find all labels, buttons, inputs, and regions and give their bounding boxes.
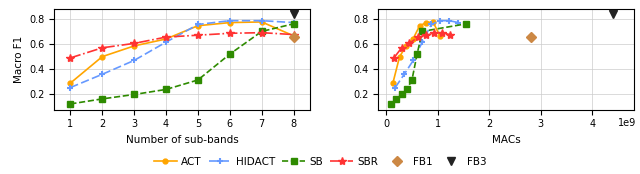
HIDACT	[428, 23, 435, 26]
HIDACT	[436, 20, 444, 22]
Line: HIDACT: HIDACT	[67, 17, 297, 91]
ACT	[429, 21, 437, 23]
HIDACT	[131, 59, 138, 61]
ACT	[67, 82, 74, 84]
HIDACT	[194, 23, 202, 26]
SB	[131, 93, 138, 96]
SBR	[398, 47, 406, 49]
SBR	[422, 34, 430, 36]
Line: ACT: ACT	[68, 19, 296, 86]
SB	[413, 53, 421, 55]
SBR	[430, 32, 438, 34]
Line: ACT: ACT	[390, 19, 442, 86]
ACT	[409, 38, 417, 40]
Line: SBR: SBR	[390, 29, 454, 62]
SBR	[390, 57, 397, 59]
HIDACT	[67, 86, 74, 89]
HIDACT	[99, 73, 106, 75]
SB	[67, 103, 74, 105]
SB	[99, 98, 106, 100]
SB	[398, 93, 406, 96]
SB	[290, 23, 298, 25]
ACT	[162, 38, 170, 40]
SB	[393, 98, 401, 100]
ACT	[99, 56, 106, 58]
ACT	[416, 25, 424, 27]
SBR	[194, 34, 202, 36]
HIDACT	[391, 86, 399, 89]
SBR	[99, 47, 106, 49]
Y-axis label: Macro F1: Macro F1	[13, 35, 24, 83]
SB	[462, 23, 470, 25]
HIDACT	[454, 22, 462, 24]
SBR	[258, 32, 266, 34]
ACT	[422, 22, 430, 24]
ACT	[389, 82, 397, 84]
ACT	[290, 35, 298, 37]
SBR	[67, 57, 74, 59]
Line: HIDACT: HIDACT	[392, 17, 462, 91]
ACT	[403, 45, 410, 47]
SB	[162, 88, 170, 90]
SB	[408, 79, 416, 81]
SB	[403, 88, 411, 90]
X-axis label: MACs: MACs	[492, 135, 520, 145]
SBR	[290, 34, 298, 36]
SB	[226, 53, 234, 55]
ACT	[436, 35, 444, 37]
HIDACT	[410, 59, 417, 61]
SBR	[406, 42, 413, 44]
ACT	[396, 56, 403, 58]
HIDACT	[226, 20, 234, 22]
SBR	[226, 32, 234, 34]
SBR	[438, 32, 445, 34]
SB	[258, 30, 266, 33]
Line: SB: SB	[388, 21, 469, 107]
ACT	[258, 21, 266, 23]
SBR	[162, 36, 170, 38]
SBR	[445, 34, 453, 36]
ACT	[131, 45, 138, 47]
SB	[194, 79, 202, 81]
Line: SB: SB	[68, 21, 296, 107]
Legend: ACT, HIDACT, SB, SBR, FB1, FB3: ACT, HIDACT, SB, SBR, FB1, FB3	[152, 155, 488, 169]
ACT	[194, 25, 202, 27]
ACT	[226, 22, 234, 24]
SB	[387, 103, 395, 105]
HIDACT	[419, 41, 426, 43]
SB	[419, 30, 426, 33]
SBR	[414, 36, 422, 38]
HIDACT	[290, 22, 298, 24]
X-axis label: Number of sub-bands: Number of sub-bands	[125, 135, 238, 145]
Text: 1e9: 1e9	[618, 118, 636, 128]
SBR	[131, 42, 138, 44]
Line: SBR: SBR	[66, 29, 298, 62]
HIDACT	[445, 20, 453, 22]
HIDACT	[162, 41, 170, 43]
HIDACT	[401, 73, 408, 75]
HIDACT	[258, 20, 266, 22]
